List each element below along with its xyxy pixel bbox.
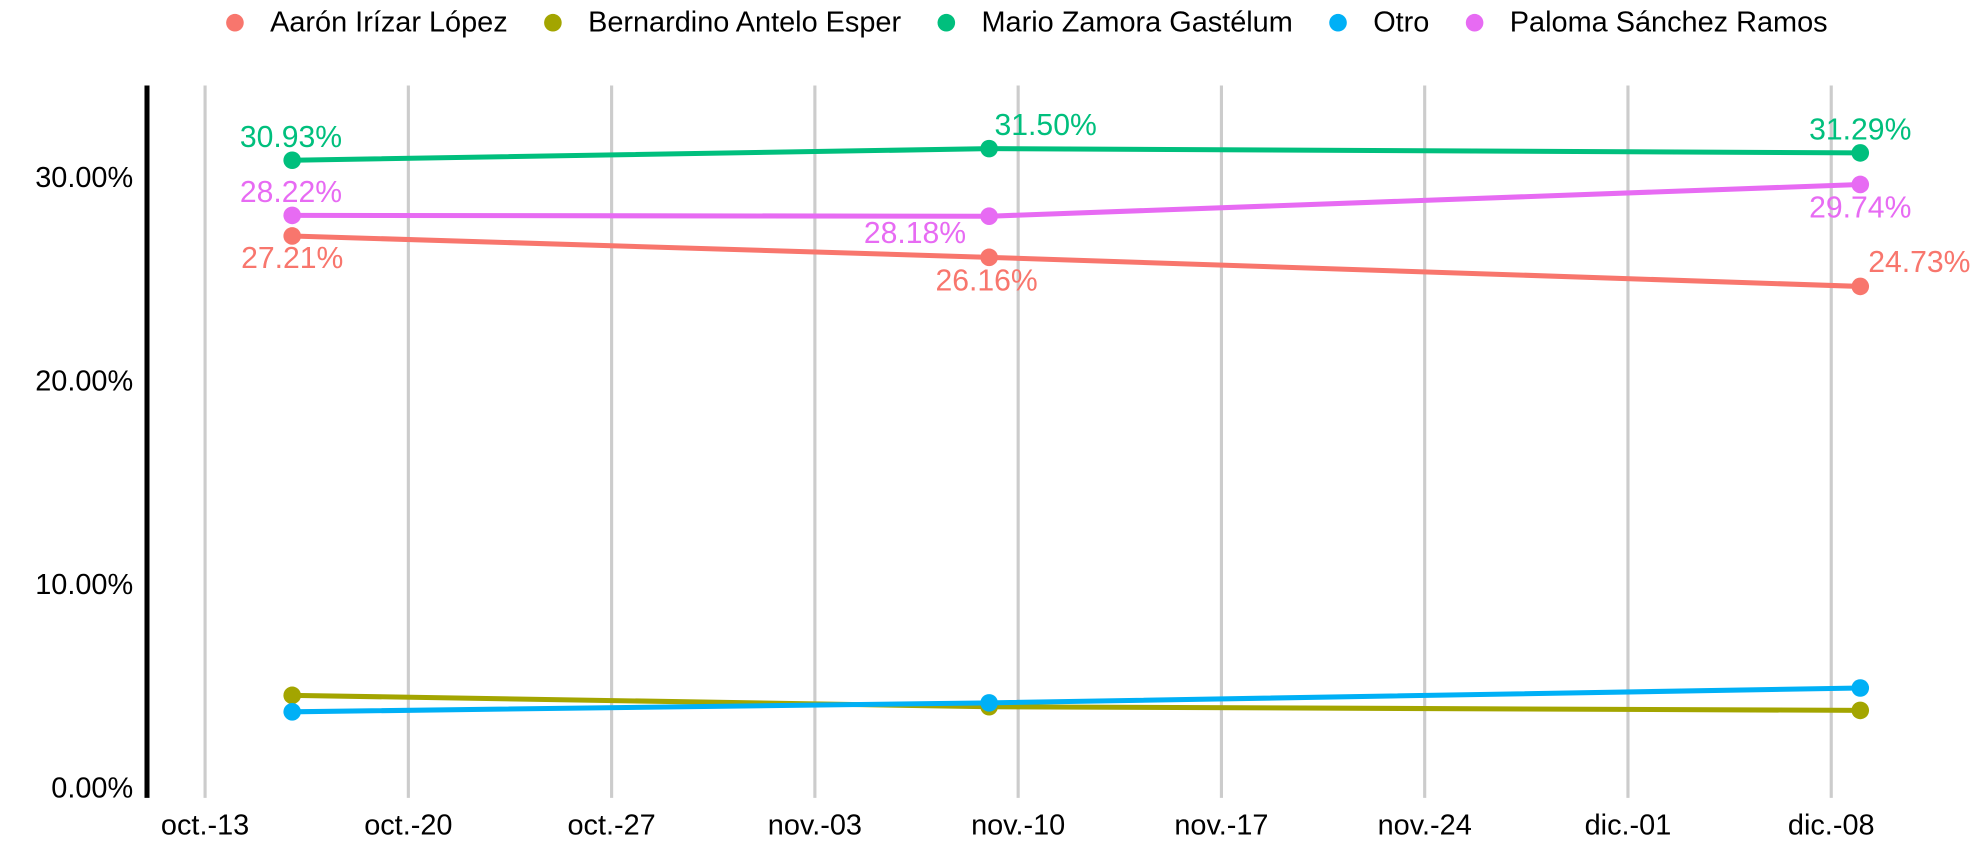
data-label: 28.18% — [864, 217, 966, 250]
data-point — [1851, 175, 1870, 194]
y-tick-label: 20.00% — [35, 365, 133, 397]
data-point — [283, 206, 301, 225]
legend-marker — [226, 13, 244, 32]
data-point — [283, 227, 301, 245]
series-line — [292, 181, 1861, 219]
series-line — [292, 233, 1861, 289]
data-point — [283, 703, 301, 721]
data-point — [1851, 701, 1870, 720]
x-tick-label: oct.-20 — [364, 809, 452, 841]
x-tick-label: nov.-10 — [971, 809, 1065, 841]
data-label: 29.74% — [1809, 192, 1911, 225]
x-tick-label: dic.-08 — [1788, 809, 1875, 841]
data-point — [980, 207, 998, 226]
legend-marker — [1329, 13, 1347, 32]
data-point — [980, 139, 998, 158]
legend-label: Aarón Irízar López — [270, 7, 508, 39]
legend-marker — [544, 13, 562, 32]
x-tick-label: nov.-03 — [768, 809, 862, 841]
x-tick-label: oct.-13 — [161, 809, 249, 841]
data-point — [980, 248, 998, 267]
data-point — [283, 151, 301, 170]
data-label: 27.21% — [241, 242, 343, 275]
x-tick-label: nov.-24 — [1378, 809, 1472, 841]
x-tick-label: nov.-17 — [1174, 809, 1268, 841]
data-point — [283, 686, 301, 705]
legend-label: Paloma Sánchez Ramos — [1510, 7, 1828, 39]
legend-marker — [937, 13, 956, 32]
series-line — [292, 146, 1861, 163]
x-tick-label: dic.-01 — [1585, 809, 1672, 841]
legend-marker — [1465, 13, 1484, 32]
legend-label: Otro — [1373, 7, 1429, 39]
data-label: 24.73% — [1868, 246, 1970, 279]
legend-label: Mario Zamora Gastélum — [982, 7, 1293, 39]
y-tick-label: 30.00% — [35, 162, 133, 194]
legend-label: Bernardino Antelo Esper — [588, 7, 901, 39]
data-label: 26.16% — [935, 264, 1037, 297]
data-point — [1851, 144, 1870, 162]
data-label: 31.50% — [995, 109, 1097, 142]
data-label: 31.29% — [1809, 114, 1911, 147]
x-tick-label: oct.-27 — [567, 809, 655, 841]
data-point — [980, 694, 998, 712]
data-point — [1851, 679, 1870, 697]
data-label: 30.93% — [240, 121, 342, 154]
y-tick-label: 0.00% — [51, 772, 133, 804]
data-point — [1851, 277, 1870, 296]
y-tick-label: 10.00% — [35, 569, 133, 601]
data-label: 28.22% — [240, 176, 342, 209]
